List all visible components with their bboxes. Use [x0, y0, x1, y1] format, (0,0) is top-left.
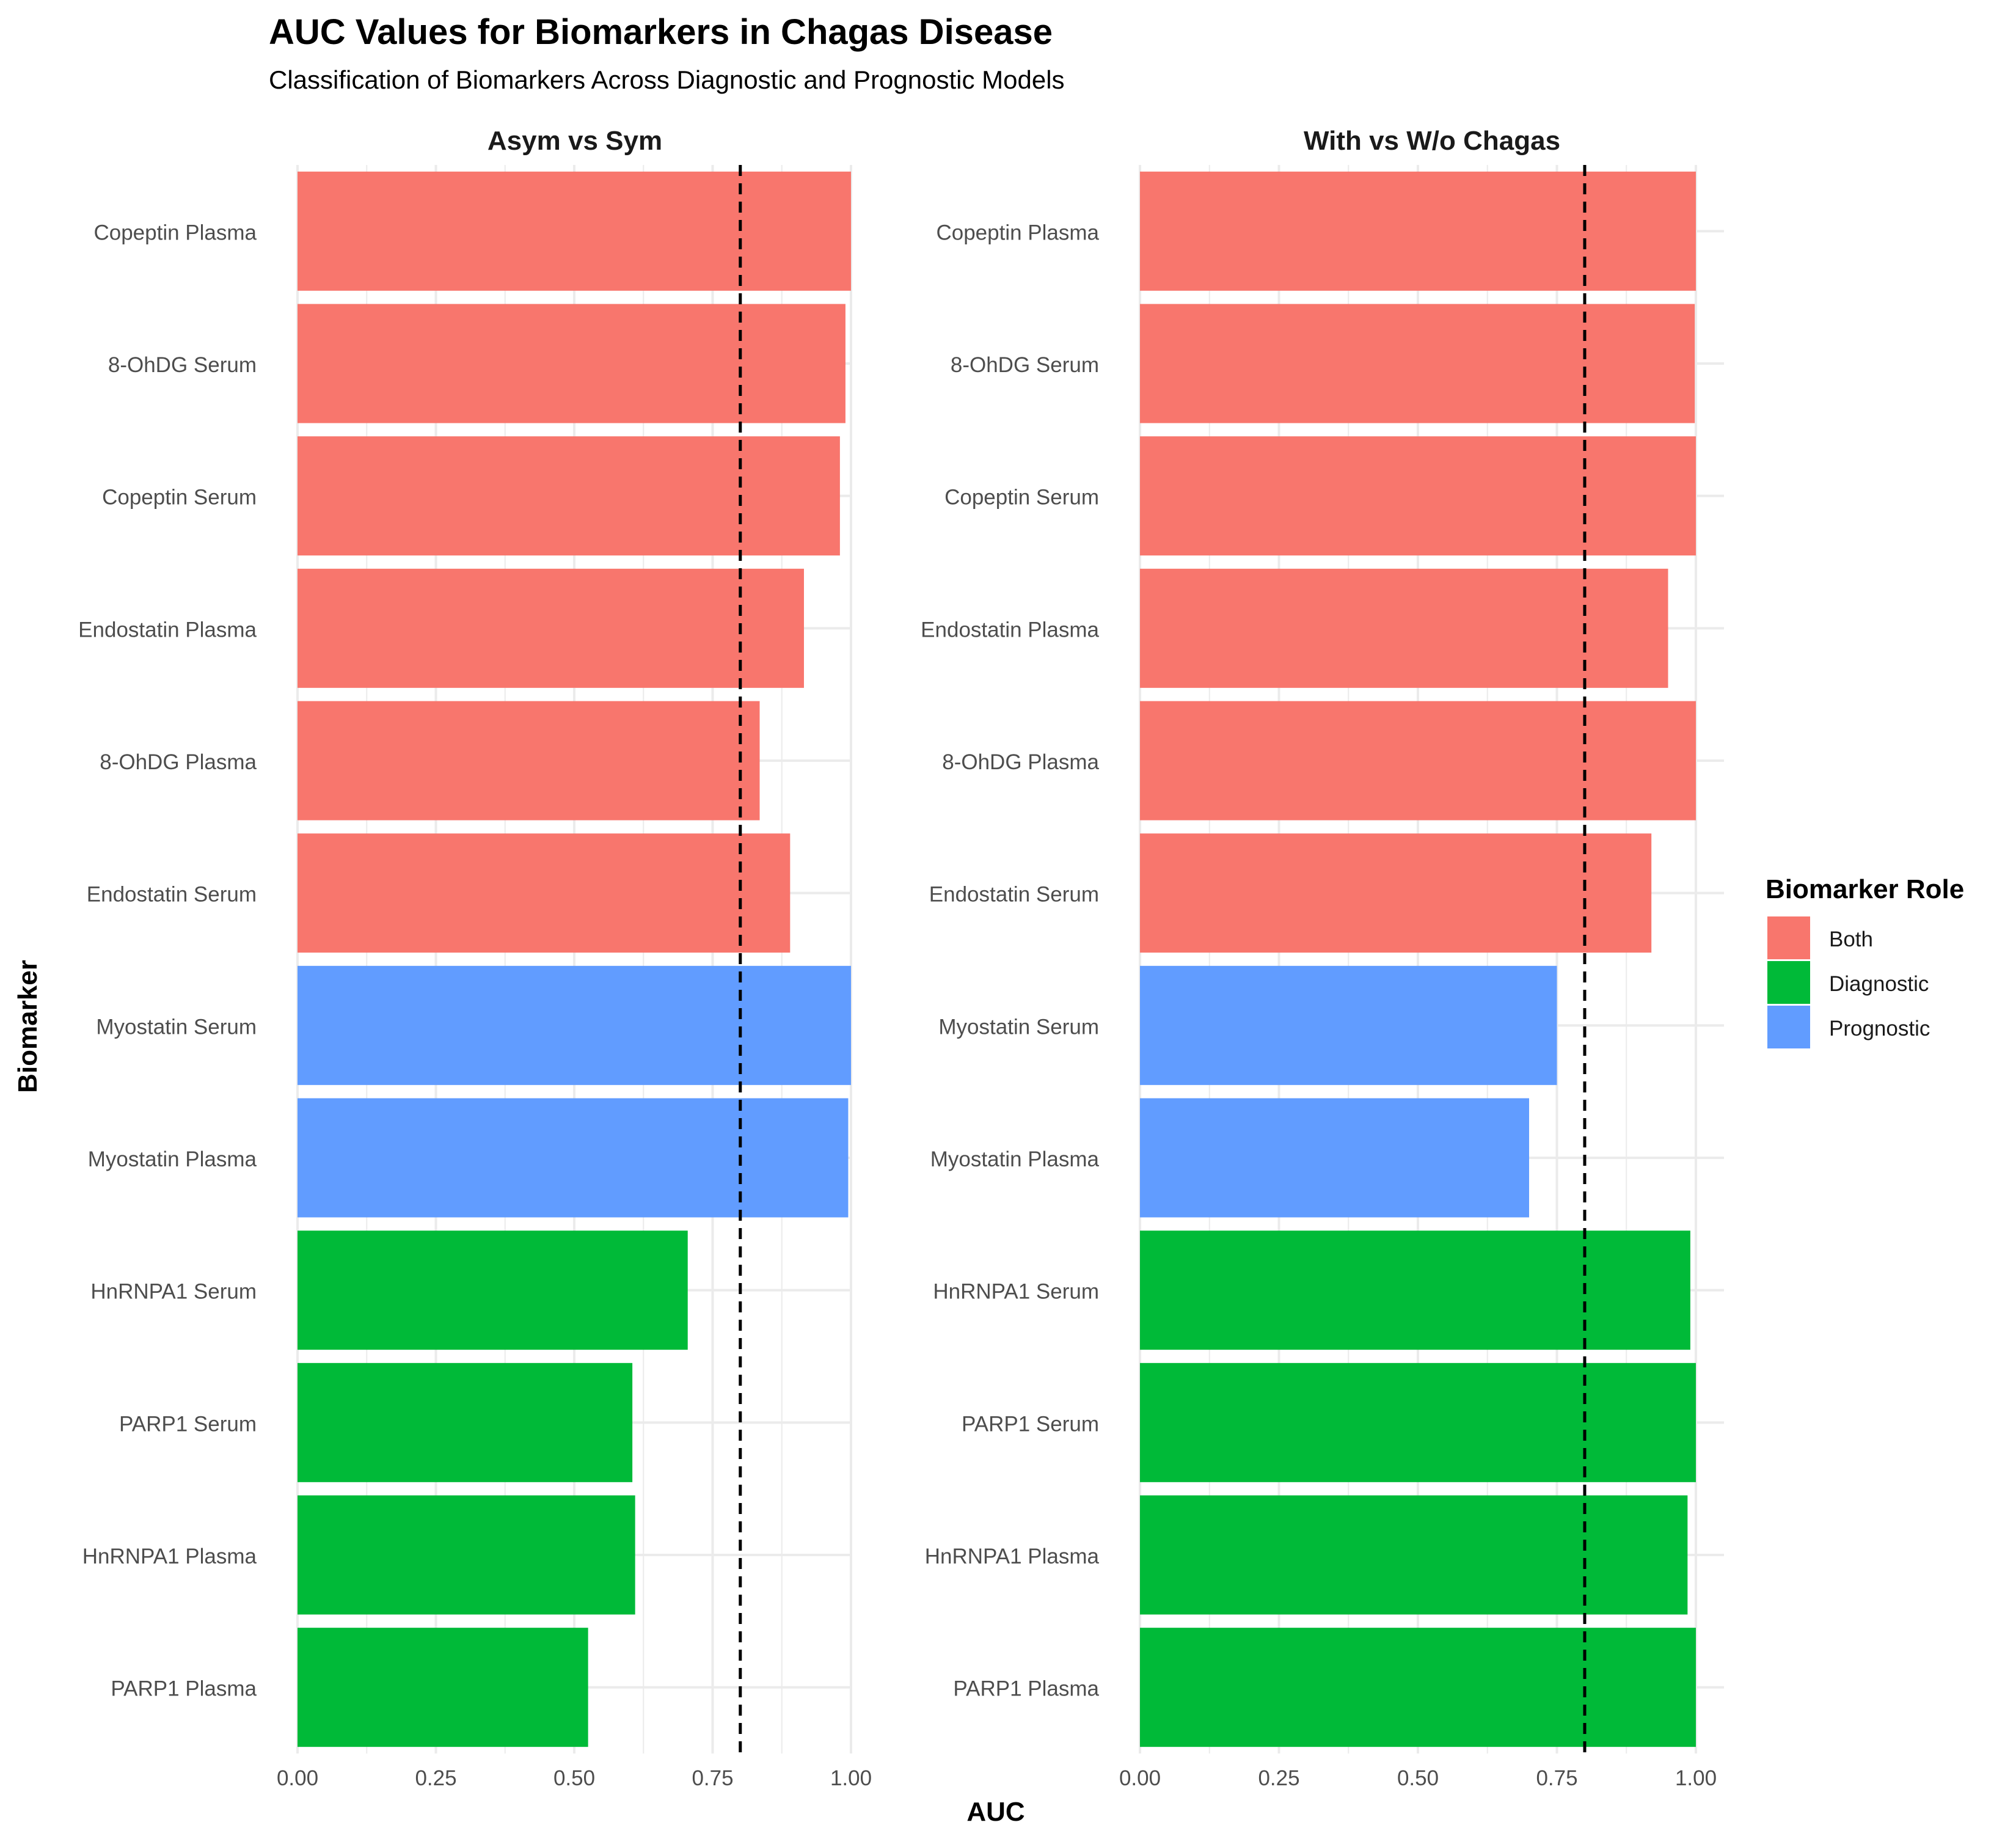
legend-key-label: Prognostic [1829, 1017, 1930, 1041]
y-tick-label: 8-OhDG Plasma [942, 750, 1099, 774]
x-tick-label: 0.25 [415, 1766, 456, 1790]
bar [1140, 436, 1696, 556]
y-tick-label: 8-OhDG Serum [951, 353, 1099, 377]
chart-subtitle: Classification of Biomarkers Across Diag… [269, 65, 1065, 94]
bar [298, 833, 791, 953]
bar [298, 1231, 688, 1350]
x-tick-label: 0.25 [1258, 1766, 1299, 1790]
y-tick-label: Copeptin Plasma [93, 221, 257, 244]
legend-key-swatch [1767, 961, 1810, 1004]
panel-1: Asym vs Sym Copeptin Plasma 8-OhDG Serum Co… [78, 126, 872, 1790]
y-tick-label: Endostatin Plasma [921, 618, 1099, 642]
y-tick-label: Endostatin Serum [87, 883, 257, 907]
chart-title: AUC Values for Biomarkers in Chagas Dise… [269, 12, 1053, 52]
x-tick-label: 0.00 [277, 1766, 318, 1790]
panel-title: With vs W/o Chagas [1304, 126, 1560, 156]
legend-title: Biomarker Role [1766, 874, 1964, 904]
bar [298, 965, 851, 1085]
y-tick-label: Copeptin Serum [944, 486, 1099, 510]
y-tick-label: PARP1 Plasma [111, 1677, 257, 1701]
x-tick-label: 0.00 [1119, 1766, 1161, 1790]
panel-title: Asym vs Sym [488, 126, 662, 156]
y-tick-label: Endostatin Plasma [78, 618, 257, 642]
y-tick-label: HnRNPA1 Serum [90, 1280, 257, 1304]
x-tick-label: 1.00 [1675, 1766, 1717, 1790]
bar [1140, 1098, 1529, 1218]
legend: Biomarker Role Both Diagnostic Prognostic [1766, 874, 1964, 1048]
bar [298, 436, 840, 556]
x-axis-title: AUC [966, 1797, 1024, 1827]
bar [1140, 1362, 1696, 1482]
bar [298, 1362, 633, 1482]
y-tick-label: Copeptin Plasma [936, 221, 1099, 244]
panels-group: Asym vs Sym Copeptin Plasma 8-OhDG Serum Co… [78, 126, 1724, 1790]
bar [1140, 833, 1652, 953]
y-tick-label: 8-OhDG Plasma [100, 750, 257, 774]
bar [298, 304, 845, 423]
x-tick-label: 0.50 [553, 1766, 595, 1790]
y-tick-label: HnRNPA1 Plasma [82, 1545, 257, 1568]
y-tick-label: PARP1 Plasma [953, 1677, 1099, 1701]
legend-key-swatch [1767, 1006, 1810, 1048]
legend-key-label: Both [1829, 927, 1873, 951]
x-tick-label: 0.75 [692, 1766, 733, 1790]
y-tick-label: HnRNPA1 Serum [933, 1280, 1099, 1304]
bar [1140, 1628, 1696, 1747]
y-tick-label: HnRNPA1 Plasma [925, 1545, 1100, 1568]
y-axis-title: Biomarker [13, 960, 43, 1093]
bar [298, 568, 804, 688]
bar [1140, 171, 1696, 291]
y-tick-label: Myostatin Serum [938, 1015, 1099, 1039]
bar [1140, 701, 1696, 821]
bar [1140, 304, 1695, 423]
y-tick-label: Myostatin Serum [96, 1015, 257, 1039]
x-tick-label: 0.50 [1397, 1766, 1439, 1790]
y-tick-label: PARP1 Serum [119, 1412, 257, 1436]
bar [298, 701, 760, 821]
bar [298, 171, 851, 291]
y-tick-label: Endostatin Serum [929, 883, 1099, 907]
bar [1140, 965, 1557, 1085]
panel-2: With vs W/o Chagas Copeptin Plasma 8-OhDG … [921, 126, 1724, 1790]
y-tick-label: PARP1 Serum [962, 1412, 1099, 1436]
bar [298, 1495, 635, 1615]
y-tick-label: Myostatin Plasma [88, 1147, 257, 1171]
y-tick-label: 8-OhDG Serum [108, 353, 257, 377]
bar [298, 1628, 588, 1747]
legend-key-swatch [1767, 916, 1810, 959]
x-tick-label: 1.00 [830, 1766, 872, 1790]
x-tick-label: 0.75 [1536, 1766, 1577, 1790]
bar [1140, 1231, 1690, 1350]
legend-key-label: Diagnostic [1829, 972, 1929, 996]
y-tick-label: Copeptin Serum [102, 486, 257, 510]
y-tick-label: Myostatin Plasma [930, 1147, 1100, 1171]
bar [1140, 568, 1668, 688]
bar [1140, 1495, 1688, 1615]
bar [298, 1098, 849, 1218]
